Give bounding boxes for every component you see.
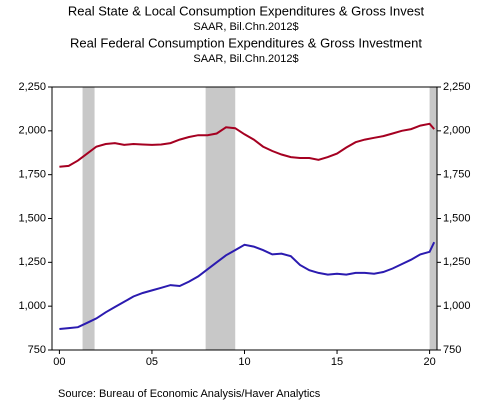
y2-tick-label: 2,250 [443,81,471,93]
y2-tick-label: 750 [443,344,461,356]
x-tick-label: 10 [238,356,250,368]
series-line [59,122,435,168]
series-line [59,241,436,330]
chart-title: SAAR, Bil.Chn.2012$ [193,21,298,33]
shaded-period [429,87,437,350]
y-tick-label: 2,250 [18,81,46,93]
y-tick-label: 1,500 [18,212,46,224]
y-tick-label: 1,750 [18,169,46,181]
source-note: Source: Bureau of Economic Analysis/Have… [58,388,321,400]
y-tick-label: 750 [28,344,46,356]
y-tick-label: 1,250 [18,256,46,268]
y-tick-label: 1,000 [18,300,46,312]
chart-title: SAAR, Bil.Chn.2012$ [193,53,298,65]
y2-tick-label: 1,500 [443,212,471,224]
x-tick-label: 15 [331,356,343,368]
y-tick-label: 2,000 [18,125,46,137]
shaded-period [205,87,236,350]
x-tick-label: 00 [53,356,65,368]
y2-tick-label: 1,000 [443,300,471,312]
chart-title: Real State & Local Consumption Expenditu… [68,3,425,18]
shaded-period [82,87,95,350]
x-tick-label: 05 [146,356,158,368]
chart-title: Real Federal Consumption Expenditures & … [70,35,422,50]
x-tick-label: 20 [423,356,435,368]
y2-tick-label: 1,250 [443,256,471,268]
y2-tick-label: 1,750 [443,169,471,181]
y2-tick-label: 2,000 [443,125,471,137]
